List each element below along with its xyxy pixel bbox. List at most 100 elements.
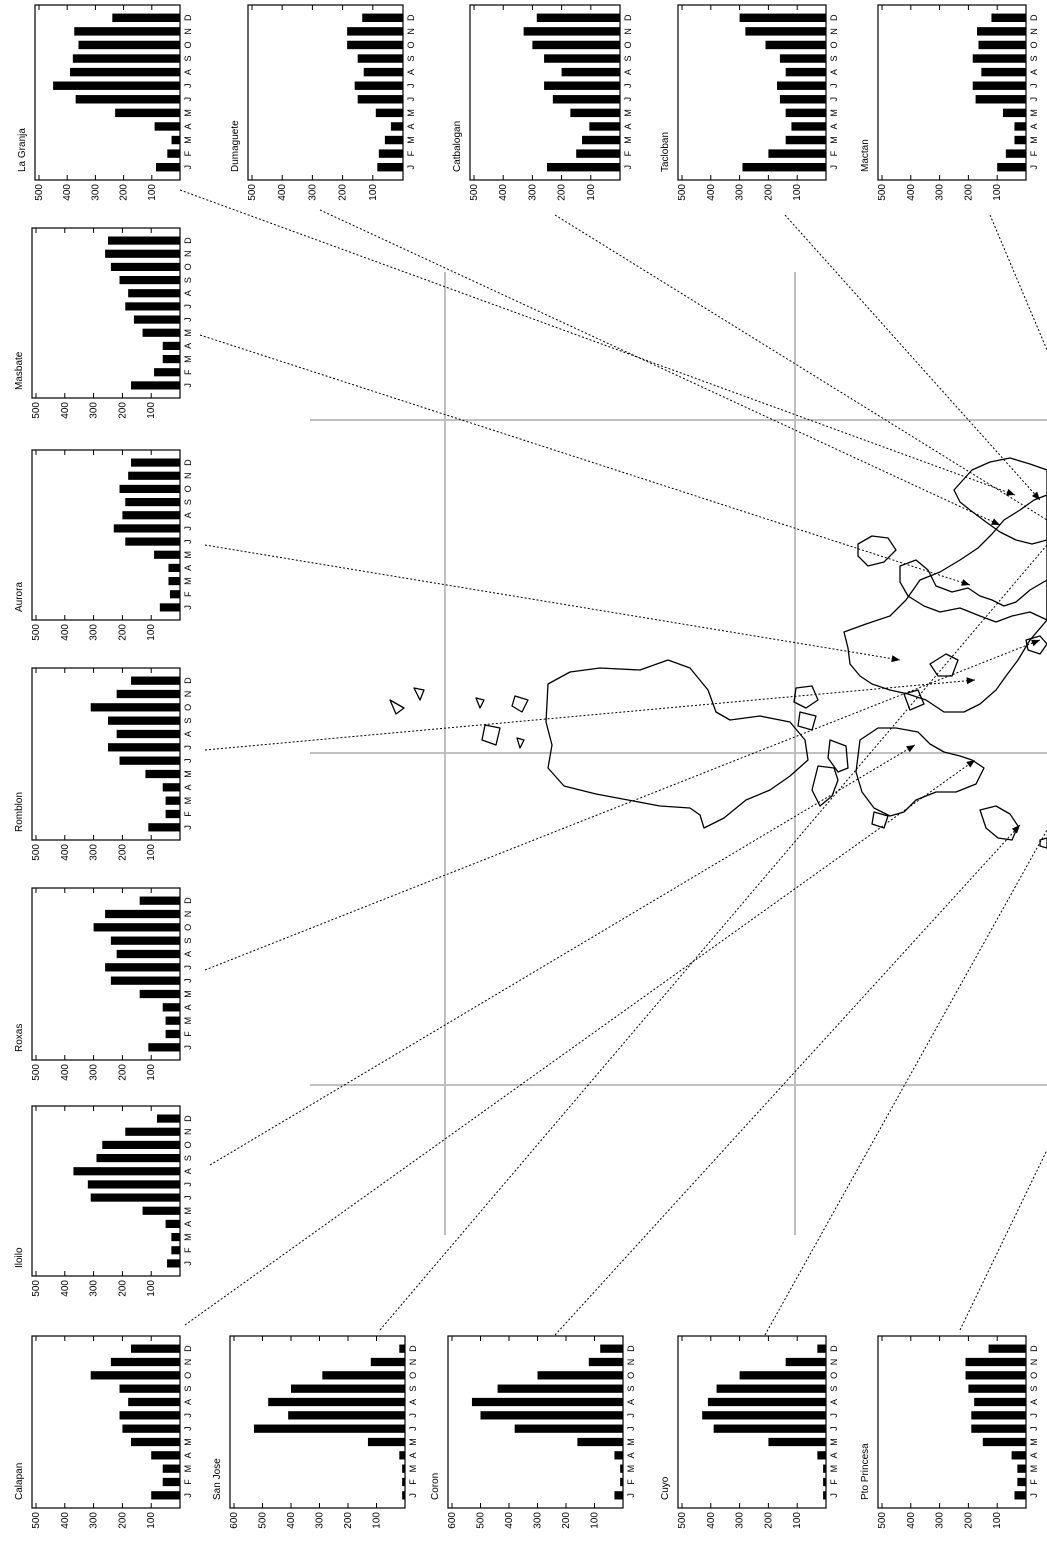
- month-label: J: [408, 1493, 418, 1498]
- month-label: O: [183, 924, 193, 931]
- station-title: Catbalogan: [452, 121, 463, 172]
- bar-j-0: [151, 1491, 180, 1500]
- leader-line-san-jose: [379, 544, 1047, 1331]
- month-label: N: [406, 28, 416, 35]
- value-tick-label: 100: [146, 1064, 157, 1081]
- month-label: N: [183, 28, 193, 35]
- value-tick-label: 400: [286, 1512, 297, 1529]
- value-tick-label: 300: [533, 1512, 544, 1529]
- month-label: J: [183, 526, 193, 531]
- bar-d-11: [988, 1344, 1026, 1353]
- bar-j-6: [125, 302, 180, 311]
- bar-j-6: [480, 1411, 623, 1420]
- bar-s-8: [972, 54, 1026, 63]
- station-title: Masbate: [14, 351, 25, 390]
- month-label: A: [626, 1399, 636, 1405]
- month-label: J: [183, 1045, 193, 1050]
- bar-m-4: [785, 108, 826, 118]
- bar-j-0: [1014, 1491, 1026, 1500]
- bar-a-7: [268, 1397, 405, 1407]
- bar-j-0: [547, 162, 620, 172]
- month-label: S: [183, 1386, 193, 1392]
- month-label: M: [408, 1465, 418, 1473]
- leader-line-coron: [554, 824, 1021, 1336]
- month-label: N: [183, 473, 193, 480]
- island-marinduque: [793, 685, 819, 709]
- month-label: A: [408, 1399, 418, 1405]
- leader-line-cuyo: [764, 829, 1047, 1336]
- bar-a-3: [1014, 122, 1026, 131]
- bar-a-3: [162, 1003, 180, 1012]
- value-tick-label: 300: [935, 1512, 946, 1529]
- month-label: J: [183, 1195, 193, 1200]
- bar-d-11: [536, 13, 620, 23]
- value-tick-label: 400: [60, 844, 71, 861]
- month-label: F: [183, 811, 193, 817]
- arrowhead: [1011, 825, 1020, 834]
- bar-m-4: [375, 108, 403, 118]
- month-label: J: [408, 1426, 418, 1431]
- bar-m-2: [384, 135, 403, 145]
- month-label: D: [183, 14, 193, 21]
- chart-frame: [447, 1335, 624, 1509]
- leader-line-romblon: [204, 679, 976, 751]
- month-label: M: [183, 329, 193, 337]
- month-label: S: [829, 1386, 839, 1392]
- bar-s-8: [779, 54, 826, 63]
- bar-f-1: [171, 1246, 180, 1255]
- month-label: J: [829, 1493, 839, 1498]
- value-tick-label: 400: [60, 1064, 71, 1081]
- bar-m-2: [620, 1464, 623, 1473]
- bar-m-4: [367, 1437, 405, 1447]
- bar-a-3: [614, 1451, 623, 1460]
- bar-j-0: [997, 162, 1026, 172]
- month-label: M: [183, 770, 193, 778]
- month-label: S: [183, 718, 193, 724]
- bar-d-11: [817, 1344, 826, 1353]
- bar-f-1: [823, 1477, 826, 1487]
- bar-o-9: [322, 1371, 405, 1380]
- bar-o-9: [765, 40, 826, 50]
- month-label: S: [1029, 56, 1039, 62]
- month-label: S: [183, 938, 193, 944]
- bar-a-3: [817, 1451, 826, 1460]
- value-tick-label: 100: [146, 1512, 157, 1529]
- month-label: D: [626, 1345, 636, 1352]
- leader-line-iloilo: [209, 744, 916, 1166]
- month-label: M: [829, 1438, 839, 1446]
- month-label: J: [626, 1413, 636, 1418]
- month-label: J: [183, 1413, 193, 1418]
- bar-a-7: [707, 1397, 826, 1407]
- bar-a-7: [128, 289, 180, 298]
- month-label: J: [829, 97, 839, 102]
- month-label: O: [183, 1372, 193, 1379]
- month-label: D: [1029, 1345, 1039, 1352]
- bar-o-9: [739, 1371, 826, 1380]
- month-label: J: [183, 317, 193, 322]
- month-label: D: [183, 1345, 193, 1352]
- bar-d-11: [991, 13, 1026, 23]
- month-label: F: [183, 1247, 193, 1253]
- chart-frame: [469, 4, 621, 181]
- month-label: J: [183, 965, 193, 970]
- value-tick-label: 100: [146, 844, 157, 861]
- arrowhead: [966, 677, 975, 685]
- arrowhead: [961, 579, 970, 586]
- month-label: J: [623, 97, 633, 102]
- bar-n-10: [105, 249, 180, 258]
- bar-f-1: [1017, 1477, 1026, 1487]
- bar-o-9: [537, 1371, 623, 1380]
- month-label: A: [1029, 1452, 1039, 1458]
- island-lubang: [481, 724, 501, 746]
- bar-m-2: [1017, 1464, 1026, 1473]
- leader-line-la-granja: [179, 189, 1016, 496]
- value-tick-label: 100: [147, 184, 158, 201]
- bar-f-1: [576, 149, 620, 158]
- value-tick-label: 500: [677, 1512, 688, 1529]
- bar-d-11: [739, 13, 826, 23]
- bar-n-10: [370, 1357, 405, 1367]
